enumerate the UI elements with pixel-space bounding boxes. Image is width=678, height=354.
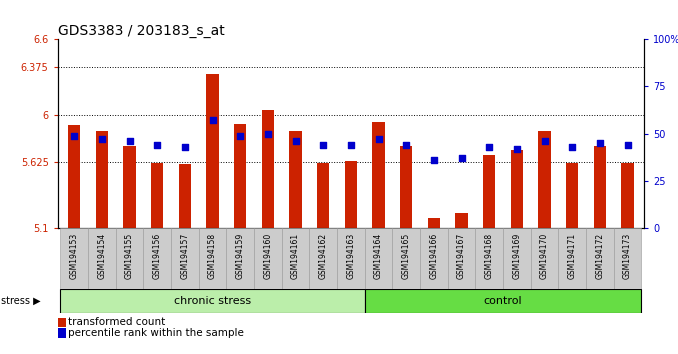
Text: GSM194154: GSM194154 bbox=[98, 233, 106, 279]
Text: control: control bbox=[483, 296, 522, 306]
Bar bbox=[456, 213, 468, 228]
Point bbox=[401, 142, 412, 148]
Bar bbox=[483, 155, 496, 228]
Point bbox=[207, 118, 218, 123]
Bar bbox=[586, 228, 614, 289]
Text: GSM194170: GSM194170 bbox=[540, 233, 549, 279]
Point bbox=[567, 144, 578, 150]
Bar bbox=[531, 228, 559, 289]
Text: GDS3383 / 203183_s_at: GDS3383 / 203183_s_at bbox=[58, 24, 224, 38]
Point bbox=[595, 140, 605, 146]
Bar bbox=[88, 228, 116, 289]
Text: chronic stress: chronic stress bbox=[174, 296, 251, 306]
Point bbox=[290, 138, 301, 144]
Bar bbox=[400, 146, 412, 228]
Text: GSM194166: GSM194166 bbox=[429, 233, 439, 279]
Text: GSM194155: GSM194155 bbox=[125, 233, 134, 279]
Bar bbox=[393, 228, 420, 289]
Bar bbox=[171, 228, 199, 289]
Bar bbox=[116, 228, 143, 289]
Point bbox=[318, 142, 329, 148]
Bar bbox=[317, 163, 330, 228]
Bar bbox=[226, 228, 254, 289]
Bar bbox=[206, 74, 219, 228]
Text: stress ▶: stress ▶ bbox=[1, 296, 41, 306]
Bar bbox=[262, 110, 274, 228]
Bar bbox=[254, 228, 281, 289]
Bar bbox=[179, 164, 191, 228]
Point bbox=[428, 157, 439, 163]
Text: GSM194162: GSM194162 bbox=[319, 233, 327, 279]
Text: percentile rank within the sample: percentile rank within the sample bbox=[68, 328, 244, 338]
Bar bbox=[621, 163, 634, 228]
Point bbox=[622, 142, 633, 148]
Point bbox=[180, 144, 191, 150]
Point bbox=[484, 144, 495, 150]
Bar bbox=[594, 146, 606, 228]
Text: GSM194161: GSM194161 bbox=[291, 233, 300, 279]
Point bbox=[345, 142, 357, 148]
Bar bbox=[281, 228, 309, 289]
Text: GSM194172: GSM194172 bbox=[595, 233, 604, 279]
Point bbox=[539, 138, 550, 144]
Bar bbox=[503, 228, 531, 289]
Bar bbox=[566, 163, 578, 228]
Text: GSM194157: GSM194157 bbox=[180, 233, 189, 279]
Bar bbox=[538, 131, 551, 228]
Point bbox=[373, 137, 384, 142]
Bar bbox=[199, 228, 226, 289]
Text: GSM194169: GSM194169 bbox=[513, 233, 521, 279]
Text: GSM194164: GSM194164 bbox=[374, 233, 383, 279]
Bar bbox=[614, 228, 641, 289]
Point bbox=[124, 138, 135, 144]
Point bbox=[235, 133, 245, 138]
Point bbox=[152, 142, 163, 148]
Bar bbox=[309, 228, 337, 289]
Bar bbox=[290, 131, 302, 228]
Point bbox=[456, 155, 467, 161]
Bar bbox=[420, 228, 447, 289]
Bar bbox=[68, 125, 81, 228]
Bar bbox=[428, 218, 440, 228]
Bar bbox=[143, 228, 171, 289]
Bar bbox=[365, 289, 641, 313]
Text: GSM194163: GSM194163 bbox=[346, 233, 355, 279]
Text: GSM194159: GSM194159 bbox=[236, 233, 245, 279]
Text: GSM194167: GSM194167 bbox=[457, 233, 466, 279]
Point bbox=[511, 146, 522, 152]
Bar bbox=[60, 228, 88, 289]
Text: GSM194168: GSM194168 bbox=[485, 233, 494, 279]
Point bbox=[68, 133, 79, 138]
Text: GSM194165: GSM194165 bbox=[401, 233, 411, 279]
Bar bbox=[151, 163, 163, 228]
Text: GSM194158: GSM194158 bbox=[208, 233, 217, 279]
Bar bbox=[365, 228, 393, 289]
Bar bbox=[123, 146, 136, 228]
Text: GSM194156: GSM194156 bbox=[153, 233, 162, 279]
Text: GSM194171: GSM194171 bbox=[567, 233, 577, 279]
Point bbox=[262, 131, 273, 136]
Bar bbox=[337, 228, 365, 289]
Text: GSM194173: GSM194173 bbox=[623, 233, 632, 279]
Point bbox=[96, 137, 107, 142]
Bar bbox=[447, 228, 475, 289]
Bar bbox=[234, 124, 246, 228]
Text: GSM194153: GSM194153 bbox=[70, 233, 79, 279]
Text: transformed count: transformed count bbox=[68, 318, 165, 327]
Bar bbox=[559, 228, 586, 289]
Bar bbox=[475, 228, 503, 289]
Bar bbox=[372, 122, 384, 228]
Bar bbox=[96, 131, 108, 228]
Text: GSM194160: GSM194160 bbox=[263, 233, 273, 279]
Bar bbox=[511, 150, 523, 228]
Bar bbox=[344, 161, 357, 228]
Bar bbox=[60, 289, 365, 313]
